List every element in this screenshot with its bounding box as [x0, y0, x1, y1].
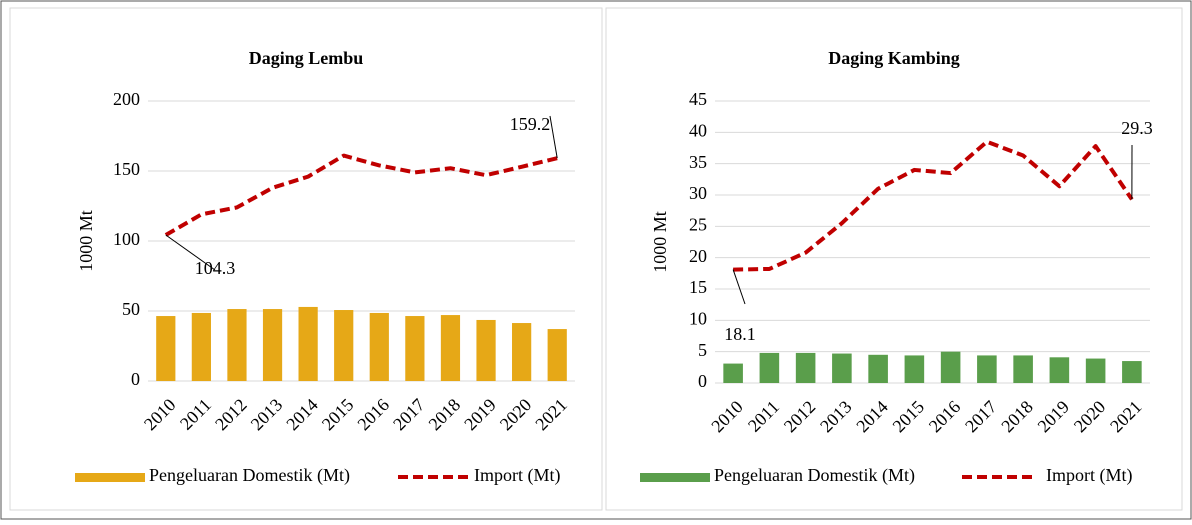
chart-title: Daging Kambing — [828, 48, 960, 68]
data-label: 29.3 — [1121, 118, 1153, 138]
legend-label: Pengeluaran Domestik (Mt) — [714, 465, 915, 486]
bar — [299, 307, 318, 381]
bar — [723, 364, 743, 383]
bar — [192, 313, 211, 381]
y-tick-label: 0 — [698, 371, 707, 391]
bar — [1013, 355, 1033, 383]
legend-swatch — [75, 473, 145, 482]
bar — [796, 353, 816, 383]
y-tick-label: 25 — [689, 214, 707, 234]
y-tick-label: 0 — [131, 369, 140, 389]
bar — [1122, 361, 1142, 383]
y-tick-label: 40 — [689, 120, 707, 140]
bar — [263, 309, 282, 381]
bar — [760, 353, 780, 383]
bar — [832, 354, 852, 383]
legend-label: Import (Mt) — [1046, 465, 1132, 486]
legend-label: Import (Mt) — [474, 465, 560, 486]
bar — [334, 310, 353, 381]
y-tick-label: 200 — [113, 89, 140, 109]
y-tick-label: 5 — [698, 340, 707, 360]
y-tick-label: 10 — [689, 308, 707, 328]
y-tick-label: 50 — [122, 299, 140, 319]
y-tick-label: 150 — [113, 159, 140, 179]
bar — [941, 352, 961, 383]
bar — [405, 316, 424, 381]
y-tick-label: 100 — [113, 229, 140, 249]
bar — [1086, 359, 1106, 383]
bar — [1050, 357, 1070, 383]
bar — [905, 355, 925, 383]
y-tick-label: 20 — [689, 246, 707, 266]
y-tick-label: 35 — [689, 152, 707, 172]
bar — [548, 329, 567, 381]
data-label: 104.3 — [195, 258, 236, 278]
y-axis-label: 1000 Mt — [76, 210, 96, 272]
legend-label: Pengeluaran Domestik (Mt) — [149, 465, 350, 486]
bar — [441, 315, 460, 381]
bar — [476, 320, 495, 381]
bar — [156, 316, 175, 381]
bar — [512, 323, 531, 381]
y-tick-label: 30 — [689, 183, 707, 203]
data-label: 18.1 — [724, 324, 756, 344]
bar — [370, 313, 389, 381]
bar — [227, 309, 246, 381]
legend-swatch — [640, 473, 710, 482]
data-label: 159.2 — [510, 114, 551, 134]
bar — [868, 355, 888, 383]
y-tick-label: 15 — [689, 277, 707, 297]
bar — [977, 355, 997, 383]
chart-title: Daging Lembu — [249, 48, 364, 68]
y-axis-label: 1000 Mt — [650, 211, 670, 273]
y-tick-label: 45 — [689, 89, 707, 109]
